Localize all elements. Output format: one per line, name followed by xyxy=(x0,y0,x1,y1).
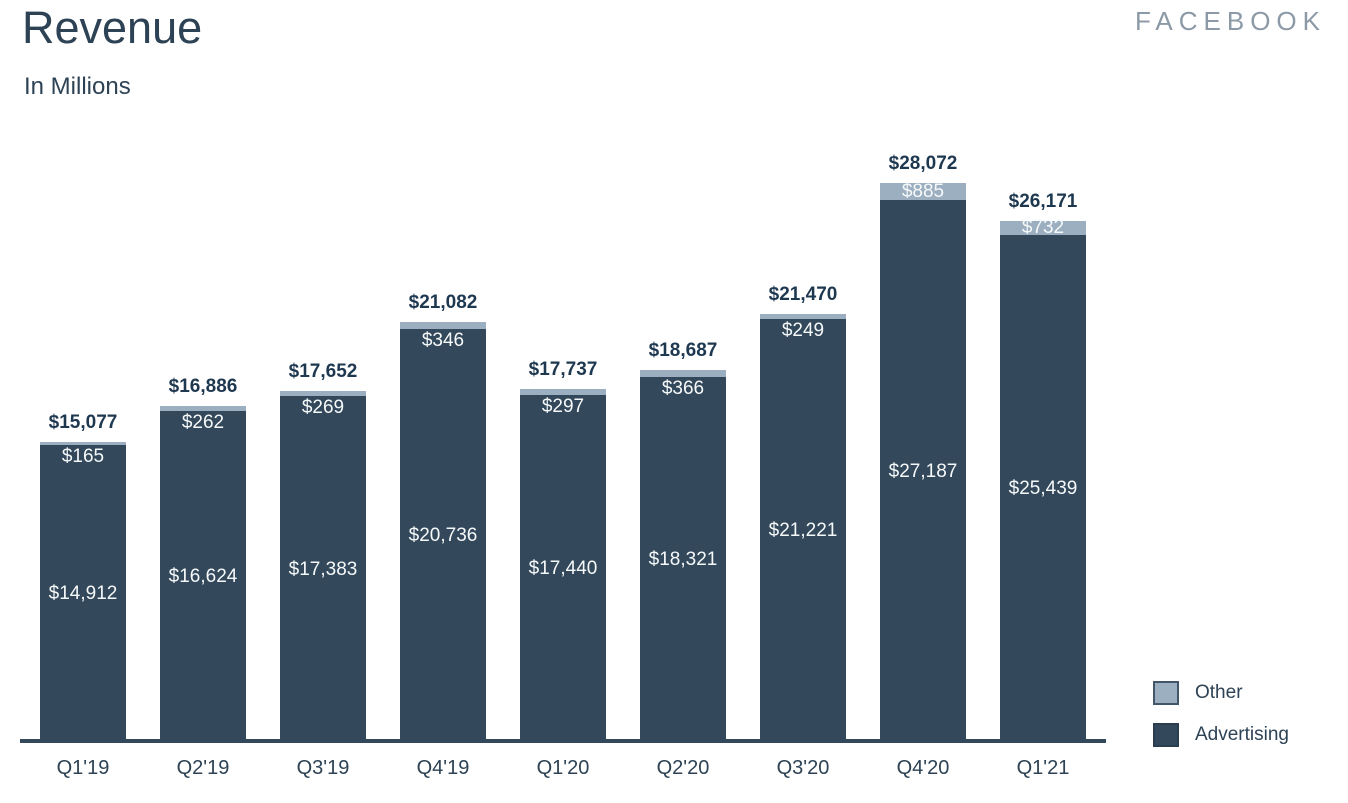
advertising-value-label: $21,221 xyxy=(768,520,838,542)
x-axis-label: Q2'19 xyxy=(176,757,230,779)
other-segment xyxy=(760,314,846,320)
bar-q2-19 xyxy=(160,405,246,743)
total-label: $21,470 xyxy=(768,284,838,306)
legend-item-advertising: Advertising xyxy=(1153,723,1289,747)
other-segment xyxy=(520,388,606,395)
advertising-segment xyxy=(280,396,366,743)
total-label: $17,652 xyxy=(288,360,358,382)
total-label: $28,072 xyxy=(888,152,958,174)
advertising-value-label: $14,912 xyxy=(48,583,118,605)
advertising-segment xyxy=(640,377,726,743)
total-label: $21,082 xyxy=(408,292,478,314)
other-segment xyxy=(280,390,366,397)
advertising-value-label: $16,624 xyxy=(168,566,238,588)
x-axis-label: Q3'20 xyxy=(776,757,830,779)
advertising-value-label: $27,187 xyxy=(888,460,958,482)
other-segment xyxy=(640,370,726,378)
bar-q3-19 xyxy=(280,390,366,743)
other-swatch-icon xyxy=(1153,681,1179,705)
x-axis-label: Q4'20 xyxy=(896,757,950,779)
bar-q3-20 xyxy=(760,314,846,743)
advertising-value-label: $18,321 xyxy=(648,549,718,571)
advertising-value-label: $25,439 xyxy=(1008,478,1078,500)
advertising-segment xyxy=(760,319,846,743)
advertising-value-label: $17,383 xyxy=(288,558,358,580)
advertising-segment xyxy=(160,411,246,743)
x-axis-label: Q3'19 xyxy=(296,757,350,779)
advertising-value-label: $17,440 xyxy=(528,557,598,579)
x-axis-label: Q4'19 xyxy=(416,757,470,779)
other-segment xyxy=(880,182,966,201)
legend-label-advertising: Advertising xyxy=(1195,724,1289,745)
other-value-label: $732 xyxy=(1021,216,1065,238)
other-segment xyxy=(400,322,486,330)
other-segment xyxy=(1000,220,1086,236)
chart-legend: Other Advertising xyxy=(1153,681,1289,765)
other-value-label: $297 xyxy=(541,395,585,417)
advertising-segment xyxy=(40,445,126,743)
legend-label-other: Other xyxy=(1195,682,1243,703)
x-axis-label: Q2'20 xyxy=(656,757,710,779)
other-value-label: $269 xyxy=(301,397,345,419)
other-value-label: $366 xyxy=(661,378,705,400)
advertising-swatch-icon xyxy=(1153,723,1179,747)
advertising-segment xyxy=(880,200,966,743)
total-label: $17,737 xyxy=(528,358,598,380)
total-label: $15,077 xyxy=(48,412,118,434)
other-value-label: $262 xyxy=(181,412,225,434)
other-segment xyxy=(160,405,246,412)
x-axis-label: Q1'21 xyxy=(1016,757,1070,779)
facebook-wordmark: FACEBOOK xyxy=(1134,6,1326,36)
bar-q2-20 xyxy=(640,370,726,743)
x-axis-label: Q1'19 xyxy=(56,757,110,779)
page-title: Revenue xyxy=(22,2,203,53)
other-value-label: $346 xyxy=(421,330,465,352)
advertising-segment xyxy=(520,394,606,743)
bar-q4-20 xyxy=(880,182,966,743)
total-label: $26,171 xyxy=(1008,190,1078,212)
bar-q1-21 xyxy=(1000,220,1086,743)
bar-q1-20 xyxy=(520,388,606,743)
bar-q1-19 xyxy=(40,442,126,743)
x-axis-label: Q1'20 xyxy=(536,757,590,779)
bar-q4-19 xyxy=(400,322,486,743)
advertising-segment xyxy=(1000,235,1086,743)
other-value-label: $165 xyxy=(61,446,105,468)
legend-item-other: Other xyxy=(1153,681,1289,705)
total-label: $16,886 xyxy=(168,375,238,397)
advertising-value-label: $20,736 xyxy=(408,525,478,547)
other-segment xyxy=(40,442,126,446)
chart-subtitle: In Millions xyxy=(24,73,131,100)
other-value-label: $885 xyxy=(901,180,945,202)
other-value-label: $249 xyxy=(781,320,825,342)
advertising-segment xyxy=(400,329,486,743)
total-label: $18,687 xyxy=(648,340,718,361)
